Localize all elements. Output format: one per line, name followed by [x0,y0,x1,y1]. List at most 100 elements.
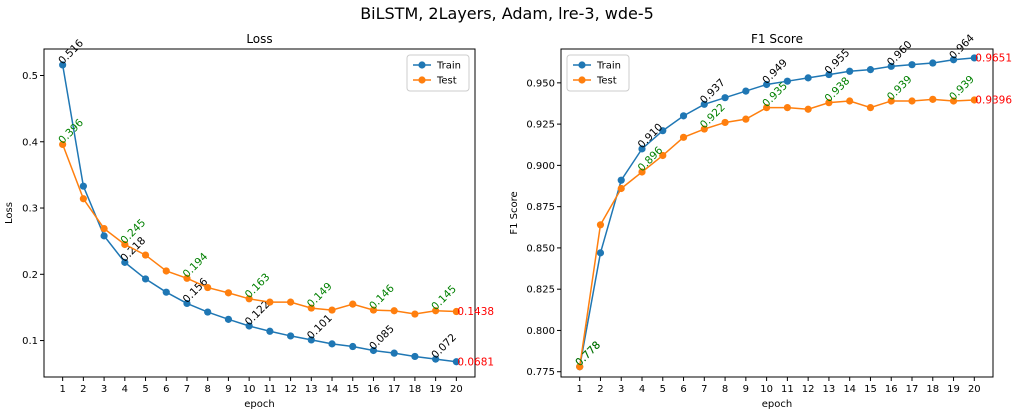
x-tick-label: 11 [263,384,276,395]
data-point-test [411,310,419,318]
x-tick-label: 2 [597,384,603,395]
data-point-train [929,59,937,67]
data-point-test [659,151,667,160]
data-point-train [700,100,708,108]
data-point-test [763,104,771,112]
data-point-train [617,176,625,184]
data-point-test [638,168,646,176]
y-tick-label: 0.925 [526,120,555,131]
data-point-train [411,352,419,361]
data-point-train [286,332,295,340]
x-tick-label: 8 [722,384,728,395]
x-tick-label: 15 [346,384,359,395]
data-point-train [638,145,646,153]
chart-title: F1 Score [751,32,803,46]
y-tick-label: 0.875 [526,202,555,213]
data-point-train [369,346,378,355]
x-tick-label: 12 [802,384,815,395]
x-tick-label: 5 [142,384,148,395]
figure-suptitle: BiLSTM, 2Layers, Adam, lre-3, wde-5 [360,4,654,23]
x-tick-label: 16 [367,384,380,395]
data-point-train [452,358,460,366]
legend: Train Test [406,54,470,92]
data-point-train [349,342,357,351]
data-point-test [929,95,937,103]
x-tick-label: 17 [388,384,401,395]
x-tick-label: 5 [660,384,666,395]
data-point-train [763,80,771,89]
data-point-train [307,336,315,344]
data-point-test [866,104,875,112]
data-point-test [307,304,315,312]
data-point-train [162,288,170,296]
data-point-test [596,221,605,229]
x-tick-label: 12 [284,384,297,395]
legend-label: Train [436,61,461,72]
data-point-test [949,97,958,105]
data-point-test [390,307,398,315]
data-point-test [804,105,812,113]
y-tick-label: 0.3 [22,204,38,215]
data-point-train [721,94,729,102]
data-point-train [79,182,87,190]
data-point-train [887,62,895,70]
data-point-test [59,140,67,149]
x-tick-label: 7 [701,384,707,395]
x-tick-label: 14 [843,384,856,395]
data-point-train [266,327,274,335]
data-point-test [432,307,440,315]
final-value-label: 0.0681 [457,356,494,368]
data-point-test [245,295,253,303]
x-tick-label: 6 [163,384,169,395]
data-point-test [742,115,750,123]
x-tick-label: 20 [450,384,463,395]
data-point-test [369,306,378,314]
data-point-test [846,97,854,105]
data-point-train [100,232,108,240]
y-tick-label: 0.800 [526,326,555,337]
y-tick-label: 0.1 [22,336,38,347]
x-tick-label: 13 [305,384,318,395]
data-point-test [617,184,625,193]
x-tick-label: 8 [205,384,211,395]
data-point-test [121,240,129,249]
legend: Train Test [566,54,630,92]
legend-marker [418,76,426,84]
final-value-label: 0.9651 [975,52,1012,64]
data-point-train [59,61,67,69]
y-tick-label: 0.825 [526,285,555,296]
data-point-test [266,298,274,306]
y-tick-label: 0.850 [526,243,555,254]
data-point-test [286,298,295,306]
data-point-test [162,267,170,275]
x-axis-label: epoch [244,399,274,410]
x-tick-label: 10 [760,384,773,395]
x-tick-label: 7 [184,384,190,395]
data-point-train [224,315,233,323]
data-point-train [908,61,916,69]
y-axis-label: Loss [4,202,15,224]
chart-title: Loss [246,32,272,46]
y-tick-label: 0.2 [22,270,38,281]
y-tick-label: 0.950 [526,78,555,89]
data-point-test [452,307,460,316]
data-point-test [970,96,978,104]
x-tick-label: 17 [906,384,919,395]
data-point-train [432,355,440,363]
x-tick-label: 18 [409,384,422,395]
data-point-test [224,289,233,297]
data-point-test [825,99,833,107]
x-tick-label: 18 [926,384,939,395]
x-tick-label: 1 [577,384,583,395]
legend-marker [418,61,426,69]
x-tick-label: 16 [885,384,898,395]
legend-marker [578,76,586,84]
data-point-test [887,97,895,105]
data-point-train [783,77,791,85]
x-tick-label: 9 [743,384,749,395]
data-point-train [866,66,875,74]
x-tick-label: 3 [618,384,624,395]
